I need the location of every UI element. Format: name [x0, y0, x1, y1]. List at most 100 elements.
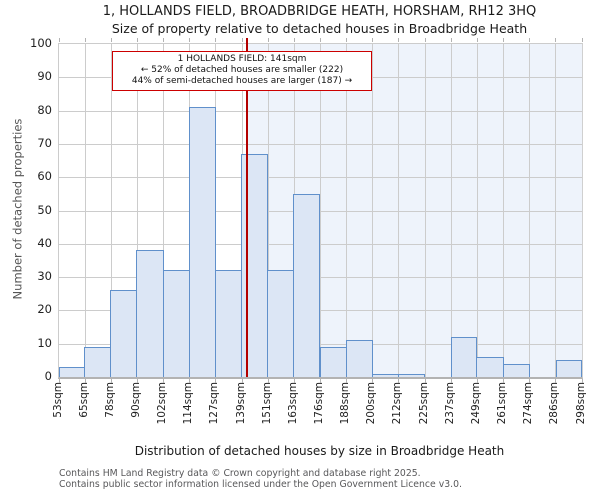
tick-mark	[58, 379, 60, 383]
tick-mark	[398, 379, 400, 383]
gridline-v	[346, 44, 348, 377]
bar	[476, 357, 504, 377]
tick-mark	[241, 38, 243, 42]
tick-mark	[163, 38, 165, 42]
tick-mark	[424, 38, 426, 42]
bar	[451, 337, 478, 377]
tick-mark	[84, 379, 86, 383]
y-axis-tick-label: 60	[37, 169, 52, 184]
y-axis-tick-label: 30	[37, 269, 52, 284]
tick-mark	[581, 379, 583, 383]
bar	[293, 193, 321, 377]
tick-mark	[267, 38, 269, 42]
tick-mark	[529, 38, 531, 42]
tick-mark	[372, 38, 374, 42]
tick-mark	[372, 379, 374, 383]
tick-mark	[450, 379, 452, 383]
gridline-v	[555, 44, 557, 377]
x-axis-tick-label: 163sqm	[286, 382, 299, 425]
x-axis-title: Distribution of detached houses by size …	[134, 444, 505, 458]
tick-mark	[163, 379, 165, 383]
footer-line: Contains public sector information licen…	[59, 478, 462, 490]
x-axis-tick-label: 176sqm	[313, 382, 325, 425]
gridline-v	[398, 44, 400, 377]
tick-mark	[476, 38, 478, 42]
tick-mark	[424, 379, 426, 383]
y-axis-tick-label: 100	[30, 36, 52, 50]
gridline-v	[84, 44, 86, 377]
tick-mark	[398, 38, 400, 42]
tick-mark	[503, 38, 505, 42]
gridline-v	[529, 44, 531, 377]
tick-mark	[450, 38, 452, 42]
bar	[188, 107, 216, 377]
bar	[319, 347, 347, 377]
x-axis-tick-label: 65sqm	[77, 382, 90, 418]
x-axis-tick-label: 127sqm	[208, 382, 221, 425]
tick-mark	[529, 379, 531, 383]
x-axis-tick-label: 114sqm	[182, 382, 195, 425]
bar	[397, 373, 426, 377]
tick-mark	[293, 379, 295, 383]
bar	[84, 347, 112, 377]
chart-subtitle: Size of property relative to detached ho…	[111, 21, 528, 36]
gridline-v	[503, 44, 505, 377]
x-axis-tick-label: 261sqm	[496, 382, 509, 425]
x-axis-tick-label: 78sqm	[103, 382, 116, 418]
tick-mark	[215, 379, 217, 383]
marker-line	[245, 38, 248, 377]
y-axis-tick-label: 40	[37, 235, 52, 250]
gridline-v	[136, 44, 138, 377]
tick-mark	[136, 38, 138, 42]
plot-area	[58, 38, 583, 383]
tick-mark	[136, 379, 138, 383]
bar	[214, 270, 243, 377]
tick-mark	[293, 38, 295, 42]
tick-mark	[476, 379, 478, 383]
y-axis-tick-label: 90	[37, 69, 52, 84]
y-axis-tick-label: 0	[44, 369, 52, 383]
gridline-v	[372, 44, 374, 377]
gridline-v	[450, 44, 452, 377]
tick-mark	[110, 38, 112, 42]
bar	[345, 340, 373, 377]
bar	[502, 363, 530, 377]
tick-mark	[267, 379, 269, 383]
tick-mark	[503, 379, 505, 383]
footer: Contains HM Land Registry data © Crown c…	[59, 468, 462, 490]
tick-mark	[189, 38, 191, 42]
x-axis-tick-label: 249sqm	[469, 382, 482, 425]
y-axis-tick-label: 80	[37, 102, 52, 117]
tick-mark	[189, 379, 191, 383]
x-axis-tick-label: 139sqm	[234, 382, 247, 425]
tick-mark	[581, 38, 583, 42]
x-axis-tick-label: 151sqm	[260, 382, 273, 425]
bar	[371, 373, 399, 377]
chart-title: 1, HOLLANDS FIELD, BROADBRIDGE HEATH, HO…	[102, 4, 537, 19]
y-axis-tick-label: 10	[37, 335, 52, 350]
gridline-v	[163, 44, 165, 377]
tick-mark	[555, 38, 557, 42]
x-axis-tick-label: 298sqm	[574, 382, 587, 425]
bar	[267, 270, 295, 377]
gridline-v	[424, 44, 426, 377]
tick-mark	[346, 379, 348, 383]
x-axis-tick-label: 274sqm	[522, 382, 535, 425]
tick-mark	[84, 38, 86, 42]
x-axis-tick-label: 188sqm	[339, 382, 352, 425]
bar	[136, 250, 164, 377]
tick-mark	[320, 379, 321, 383]
tick-mark	[58, 38, 60, 42]
tick-mark	[110, 379, 112, 383]
bar	[162, 270, 190, 377]
bar	[241, 153, 269, 377]
gridline-v	[110, 44, 112, 377]
x-axis-tick-label: 200sqm	[365, 382, 378, 425]
tick-mark	[346, 38, 348, 42]
tick-mark	[215, 38, 217, 42]
bar	[555, 360, 582, 377]
y-axis-tick-label: 70	[37, 135, 52, 150]
gridline-v	[267, 44, 269, 377]
footer-line: Contains HM Land Registry data © Crown c…	[59, 468, 421, 479]
